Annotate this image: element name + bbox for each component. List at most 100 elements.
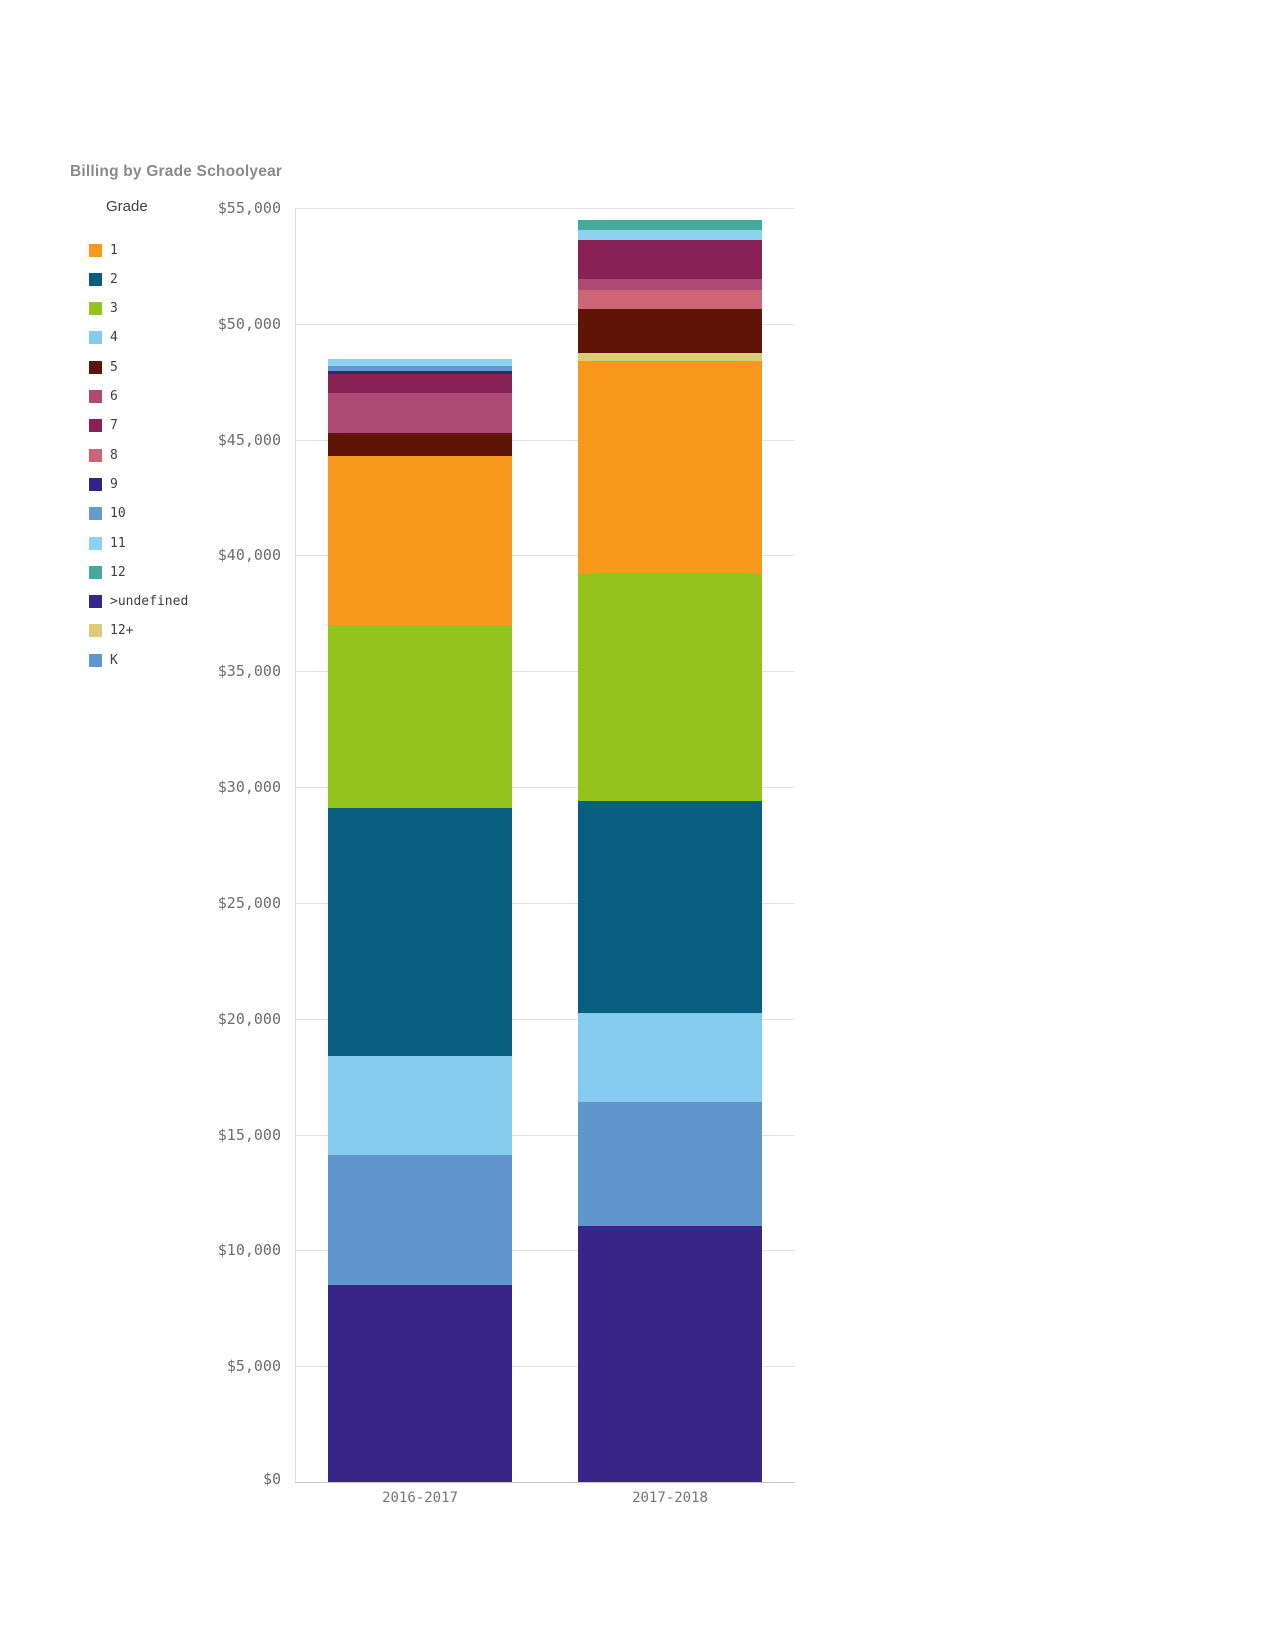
legend-item-label: 1 <box>110 242 118 258</box>
x-axis-line <box>295 1482 795 1483</box>
bar-segment-2017-2018-grade-11[interactable] <box>578 230 762 241</box>
legend-item-grade-3[interactable]: 3 <box>89 299 118 319</box>
legend-item-grade-7[interactable]: 7 <box>89 416 118 436</box>
y-axis-label: $35,000 <box>217 662 281 681</box>
legend-item-label: 11 <box>110 535 126 551</box>
y-axis-label: $15,000 <box>217 1125 281 1144</box>
gridline <box>295 671 795 673</box>
legend-title: Grade <box>106 198 148 215</box>
y-axis-label: $10,000 <box>217 1241 281 1260</box>
legend-swatch <box>89 390 102 403</box>
gridline <box>295 787 795 789</box>
legend-item-label: 9 <box>110 476 118 492</box>
legend-swatch <box>89 243 102 257</box>
legend-swatch <box>89 536 102 550</box>
bar-segment-2017-2018-grade-12[interactable] <box>578 220 762 231</box>
x-axis-label: 2016-2017 <box>382 1490 458 1506</box>
legend-swatch <box>89 331 102 345</box>
gridline <box>295 1366 795 1368</box>
bar-segment-2016-2017-grade-9[interactable] <box>328 371 512 375</box>
y-axis-label: $30,000 <box>217 778 281 797</box>
y-axis-label: $5,000 <box>226 1357 281 1376</box>
bar-segment-2016-2017-grade-11[interactable] <box>328 359 512 366</box>
legend-item-label: >undefined <box>110 594 189 610</box>
bar-segment-2016-2017-grade-1[interactable] <box>328 455 512 625</box>
y-axis-label: $45,000 <box>217 430 281 449</box>
bar-segment-2016-2017-grade-5[interactable] <box>328 432 512 456</box>
gridline <box>295 439 795 441</box>
bar-segment-2017-2018-grade-12+[interactable] <box>578 352 762 361</box>
legend-swatch <box>89 565 102 579</box>
legend-item-grade-4[interactable]: 4 <box>89 328 118 348</box>
gridline <box>295 902 795 904</box>
legend-swatch <box>89 419 102 433</box>
legend-item-label: 5 <box>110 359 118 375</box>
y-axis-label: $25,000 <box>217 893 281 912</box>
y-axis-label: $55,000 <box>217 199 281 217</box>
y-axis-label: $0 <box>262 1470 281 1488</box>
bar-segment-2016-2017-grade-2[interactable] <box>328 807 512 1056</box>
legend-item-grade-K[interactable]: K <box>89 650 118 670</box>
legend-swatch <box>89 360 102 374</box>
legend-item-grade-2[interactable]: 2 <box>89 269 118 289</box>
legend-item-grade-12[interactable]: 12 <box>89 562 126 582</box>
bar-segment-2017-2018-grade-3[interactable] <box>578 573 762 801</box>
y-axis-label: $50,000 <box>217 314 281 333</box>
legend-swatch <box>89 595 102 609</box>
legend-item-grade-12+[interactable]: 12+ <box>89 621 133 641</box>
bar-segment-2016-2017-grade-6[interactable] <box>328 393 512 433</box>
legend-item-grade-5[interactable]: 5 <box>89 357 118 377</box>
legend-item-label: 3 <box>110 301 118 317</box>
gridline <box>295 555 795 557</box>
bar-segment-2016-2017-grade->undefined[interactable] <box>328 1285 512 1482</box>
legend-swatch <box>89 448 102 462</box>
legend-item-label: 12+ <box>110 623 134 639</box>
legend-swatch <box>89 272 102 286</box>
gridline <box>295 1018 795 1020</box>
legend-item-grade-9[interactable]: 9 <box>89 474 118 494</box>
legend-item-grade-1[interactable]: 1 <box>89 240 118 260</box>
bar-segment-2017-2018-grade-4[interactable] <box>578 1012 762 1103</box>
gridline <box>295 323 795 325</box>
y-axis-label: $40,000 <box>217 546 281 565</box>
bar-segment-2016-2017-grade-7[interactable] <box>328 374 512 394</box>
y-axis-line <box>295 208 296 1482</box>
legend-item-label: K <box>110 652 118 668</box>
legend-swatch <box>89 507 102 521</box>
legend-item-grade->undefined[interactable]: >undefined <box>89 592 188 612</box>
bar-segment-2017-2018-grade-K[interactable] <box>578 1102 762 1227</box>
legend-item-label: 12 <box>110 564 126 580</box>
bar-segment-2017-2018-grade->undefined[interactable] <box>578 1226 762 1482</box>
legend-swatch <box>89 653 102 667</box>
legend-item-grade-8[interactable]: 8 <box>89 445 118 465</box>
legend-item-label: 4 <box>110 330 118 346</box>
legend-swatch <box>89 302 102 316</box>
bar-segment-2017-2018-grade-1[interactable] <box>578 360 762 574</box>
bar-segment-2016-2017-grade-K[interactable] <box>328 1155 512 1286</box>
bar-segment-2017-2018-grade-2[interactable] <box>578 800 762 1013</box>
bar-segment-2017-2018-grade-8[interactable] <box>578 290 762 309</box>
legend-swatch <box>89 624 102 638</box>
legend-item-grade-11[interactable]: 11 <box>89 533 126 553</box>
chart-title: Billing by Grade Schoolyear <box>70 163 283 180</box>
y-axis-label: $20,000 <box>217 1009 281 1028</box>
bar-segment-2017-2018-grade-5[interactable] <box>578 308 762 353</box>
x-axis-label: 2017-2018 <box>632 1490 708 1506</box>
legend-item-grade-6[interactable]: 6 <box>89 387 118 407</box>
gridline <box>295 208 795 209</box>
bar-segment-2016-2017-grade-10[interactable] <box>328 365 512 372</box>
bar-segment-2016-2017-grade-4[interactable] <box>328 1055 512 1156</box>
bar-segment-2016-2017-grade-3[interactable] <box>328 624 512 808</box>
legend-item-label: 2 <box>110 271 118 287</box>
legend-item-grade-10[interactable]: 10 <box>89 504 126 524</box>
legend-swatch <box>89 477 102 491</box>
bar-segment-2017-2018-grade-7[interactable] <box>578 240 762 279</box>
legend-item-label: 6 <box>110 389 118 404</box>
legend-item-label: 8 <box>110 447 118 463</box>
legend-item-label: 7 <box>110 418 118 434</box>
bar-segment-2017-2018-grade-6[interactable] <box>578 278 762 291</box>
gridline <box>295 1250 795 1252</box>
gridline <box>295 1134 795 1136</box>
legend-item-label: 10 <box>110 506 126 522</box>
